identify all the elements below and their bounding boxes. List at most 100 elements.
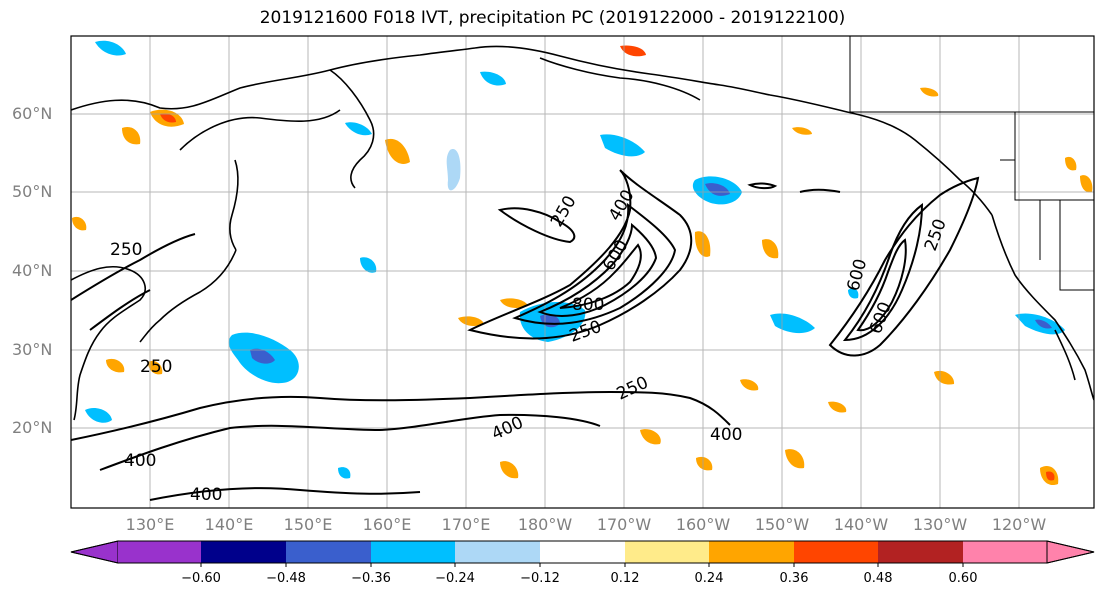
ivt-contour-east-250	[828, 176, 980, 357]
coast-alaska-south	[769, 94, 993, 216]
precip-pos-blob	[920, 87, 939, 97]
lon-label: 170°E	[441, 515, 491, 534]
colorbar-tick-label: 0.36	[779, 571, 809, 586]
colorbar-segment	[709, 541, 794, 563]
precip-neg-blob	[360, 257, 377, 273]
lon-label: 130°E	[125, 515, 175, 534]
lon-label: 180°W	[517, 515, 573, 534]
colorbar	[70, 540, 1095, 567]
colorbar-tick-label: −0.60	[181, 571, 221, 586]
precip-pos-core	[1046, 471, 1055, 481]
lat-label: 40°N	[12, 261, 53, 280]
colorbar-tick-label: 0.24	[694, 571, 724, 586]
precip-pos-blob	[740, 379, 759, 391]
ivt-contour-south-250	[71, 390, 731, 441]
lon-label: 160°W	[675, 515, 731, 534]
precip-neg-core	[705, 183, 730, 196]
ivt-contour-upper-250	[497, 207, 576, 244]
ivt-contour-south-400b	[149, 487, 421, 501]
colorbar-tick-label: −0.24	[435, 571, 475, 586]
coast-na-west	[991, 214, 1094, 401]
contour-label: 400	[710, 425, 742, 445]
colorbar-tick-label: −0.36	[351, 571, 391, 586]
ivt-contour-central-800	[559, 243, 642, 309]
colorbar-segment	[201, 541, 286, 563]
ivt-contour-south-400	[99, 413, 601, 471]
colorbar-extend-min	[70, 540, 119, 564]
precip-pos-blob	[72, 216, 87, 231]
precip-neg-blob	[85, 408, 112, 423]
colorbar-tick-label: −0.48	[266, 571, 306, 586]
coast-aleutians	[539, 57, 701, 101]
coast-okhotsk	[179, 109, 341, 151]
lon-label: 160°E	[362, 515, 412, 534]
contour-label: 400	[190, 485, 222, 505]
precip-pos-blob	[620, 45, 646, 57]
lat-label: 30°N	[12, 340, 53, 359]
coastlines	[71, 45, 1094, 421]
colorbar-segment	[878, 541, 963, 563]
ivt-contours	[71, 169, 980, 501]
precip-neg-blob	[770, 313, 815, 334]
colorbar-tick-label: 0.60	[948, 571, 978, 586]
lon-label: 170°W	[596, 515, 652, 534]
lon-label: 120°W	[991, 515, 1047, 534]
precip-pos-blob	[122, 126, 141, 145]
ivt-contour-west-250	[71, 233, 196, 301]
ivt-contour-ne-250	[799, 188, 841, 193]
lon-label: 150°E	[283, 515, 333, 534]
precip-pos-blob	[106, 358, 125, 373]
contour-label: 250	[110, 240, 142, 260]
precip-pos-blob	[385, 138, 410, 164]
lon-label: 150°W	[754, 515, 810, 534]
lat-label: 60°N	[12, 104, 53, 123]
coast-baja	[1054, 329, 1076, 381]
colorbar-segment	[371, 541, 455, 563]
coast-alaska	[474, 45, 771, 96]
precip-pos-blob	[762, 239, 779, 259]
colorbar-outline	[70, 540, 1095, 564]
ivt-contour-west-400	[89, 289, 151, 331]
lat-label: 20°N	[12, 418, 53, 437]
precip-neg-blob	[345, 122, 372, 136]
precip-pos-blob	[828, 401, 847, 413]
coast-japan	[139, 249, 237, 343]
precip-neg-core	[250, 348, 275, 364]
precip-pos-blob	[696, 456, 713, 471]
contour-label: 800	[572, 295, 604, 315]
precip-positive	[72, 45, 1093, 486]
colorbar-segment	[794, 541, 878, 563]
coast-korea-china	[71, 266, 146, 421]
ivt-contour-east-ring	[747, 182, 778, 190]
map-title: 2019121600 F018 IVT, precipitation PC (2…	[259, 8, 846, 28]
ivt-contour-east-400	[842, 203, 924, 342]
precip-pos-blob	[500, 461, 519, 479]
lon-label: 140°E	[204, 515, 254, 534]
colorbar-segment	[455, 541, 540, 563]
precip-neg-blob	[600, 134, 645, 157]
colorbar-extend-max	[1046, 540, 1095, 564]
precip-pos-blob	[792, 127, 812, 135]
precip-pos-blob	[934, 370, 955, 385]
ivt-contour-central-400	[512, 202, 677, 325]
precip-pos-blob	[1080, 175, 1093, 193]
ivt-contour-east-600	[856, 238, 907, 332]
ivt-contour-central-250	[467, 169, 693, 340]
precip-neg-blob	[95, 40, 126, 56]
ivt-contour-central-600	[537, 222, 658, 317]
precip-pos-blob	[458, 316, 484, 326]
precip-pos-blob	[500, 298, 528, 308]
lon-label: 140°W	[833, 515, 889, 534]
lat-label: 50°N	[12, 182, 53, 201]
colorbar-segment	[963, 541, 1047, 563]
colorbar-tick-label: −0.12	[520, 571, 560, 586]
precip-shading	[85, 40, 1065, 479]
colorbar-segment	[540, 541, 625, 563]
colorbar-segment	[286, 541, 371, 563]
map-area	[71, 36, 1094, 508]
political-borders	[849, 36, 1094, 291]
precip-pos-blob	[640, 429, 661, 445]
precip-pos-blob	[148, 360, 163, 375]
contour-label: 250	[140, 357, 172, 377]
